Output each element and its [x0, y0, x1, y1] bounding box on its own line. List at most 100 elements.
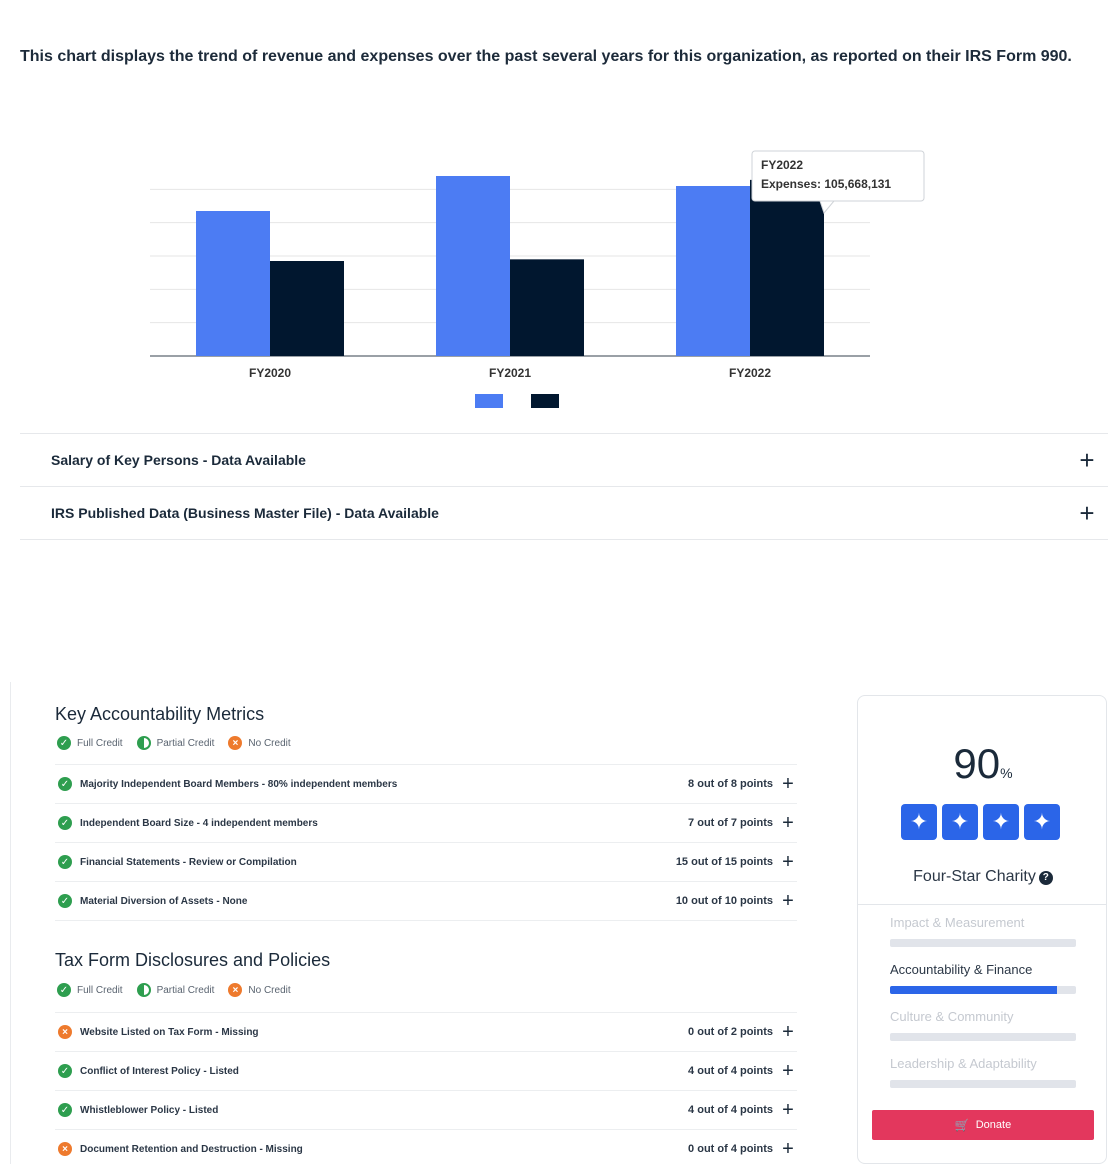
cross-icon: × [58, 1025, 72, 1039]
beacon-label: Leadership & Adaptability [890, 1056, 1037, 1071]
check-icon: ✓ [57, 983, 71, 997]
check-icon: ✓ [58, 1103, 72, 1117]
plus-icon[interactable]: + [782, 1138, 794, 1160]
metric-row[interactable]: ✓ Conflict of Interest Policy - Listed 4… [55, 1052, 797, 1091]
accordion-label: IRS Published Data (Business Master File… [51, 505, 439, 521]
legend-full-credit: ✓ Full Credit [57, 736, 123, 750]
accordion-salary-key-persons[interactable]: Salary of Key Persons - Data Available + [20, 434, 1108, 487]
metrics-panel: Key Accountability Metrics ✓ Full Credit … [10, 682, 842, 1164]
star-icon: ✦ [901, 804, 937, 840]
check-icon: ✓ [58, 777, 72, 791]
metric-row[interactable]: ✓ Independent Board Size - 4 independent… [55, 804, 797, 843]
beacon-progress-bar [890, 1080, 1076, 1088]
section-title: Key Accountability Metrics [55, 704, 265, 724]
beacon-leadership-adaptability[interactable]: Leadership & Adaptability [890, 1056, 1076, 1088]
metric-label: Document Retention and Destruction - Mis… [80, 1143, 303, 1155]
metric-points: 4 out of 4 points [688, 1104, 773, 1116]
bar-fy2020-series-2 [270, 261, 344, 356]
bar-fy2022-series-2 [750, 179, 824, 356]
metric-row[interactable]: × Document Retention and Destruction - M… [55, 1130, 797, 1164]
metric-points: 0 out of 2 points [688, 1026, 773, 1038]
beacon-label: Impact & Measurement [890, 915, 1025, 930]
plus-icon[interactable]: + [782, 1099, 794, 1121]
metric-points: 0 out of 4 points [688, 1143, 773, 1155]
bar-fy2021-series-2 [510, 259, 584, 356]
plus-icon[interactable]: + [782, 812, 794, 834]
metric-row[interactable]: × Website Listed on Tax Form - Missing 0… [55, 1013, 797, 1052]
legend-no-credit: × No Credit [228, 736, 291, 750]
chart-description: This chart displays the trend of revenue… [20, 48, 1072, 65]
beacon-progress-bar [890, 1033, 1076, 1041]
section-title: Tax Form Disclosures and Policies [55, 950, 331, 970]
legend-partial-credit: Partial Credit [136, 983, 214, 997]
cart-icon: 🛒 [954, 1118, 970, 1132]
metric-row[interactable]: ✓ Whistleblower Policy - Listed 4 out of… [55, 1091, 797, 1130]
bar-fy2020-series-1 [196, 211, 270, 356]
metric-label: Whistleblower Policy - Listed [80, 1104, 219, 1116]
revenue-expenses-chart: FY2020 FY2021 FY2022 FY2022 Expenses: 105,66… [150, 150, 925, 408]
accordion-label: Salary of Key Persons - Data Available [51, 452, 306, 468]
check-icon: ✓ [57, 736, 71, 750]
metric-label: Website Listed on Tax Form - Missing [80, 1026, 259, 1038]
x-tick-label: FY2022 [729, 366, 771, 380]
plus-icon[interactable]: + [782, 773, 794, 795]
legend-partial-credit: Partial Credit [136, 736, 214, 750]
accordion-irs-published-data[interactable]: IRS Published Data (Business Master File… [20, 487, 1108, 540]
metric-label: Majority Independent Board Members - 80%… [80, 778, 398, 790]
beacon-progress-bar [890, 939, 1076, 947]
plus-icon[interactable]: + [782, 851, 794, 873]
star-icon: ✦ [983, 804, 1019, 840]
check-icon: ✓ [58, 894, 72, 908]
legend-swatch [475, 394, 503, 408]
plus-icon[interactable]: + [782, 890, 794, 912]
tooltip-value: Expenses: 105,668,131 [761, 177, 891, 191]
star-rating: ✦ ✦ ✦ ✦ [901, 804, 1065, 840]
metric-points: 7 out of 7 points [688, 817, 773, 829]
metric-label: Independent Board Size - 4 independent m… [80, 817, 318, 829]
metric-row[interactable]: ✓ Financial Statements - Review or Compi… [55, 843, 797, 882]
beacon-impact-measurement[interactable]: Impact & Measurement [890, 915, 1076, 947]
plus-icon[interactable]: + [1079, 498, 1095, 528]
credit-legend: ✓ Full Credit Partial Credit × No Credit [57, 983, 305, 997]
beacon-culture-community[interactable]: Culture & Community [890, 1009, 1076, 1041]
x-tick-label: FY2020 [249, 366, 291, 380]
help-icon[interactable]: ? [1038, 870, 1053, 885]
rating-card: 90% ✦ ✦ ✦ ✦ Four-Star Charity? Impact & … [857, 695, 1107, 1164]
check-icon: ✓ [58, 1064, 72, 1078]
metric-points: 4 out of 4 points [688, 1065, 773, 1077]
partial-credit-icon [136, 736, 151, 750]
cross-icon: × [58, 1142, 72, 1156]
beacon-progress-bar [890, 986, 1076, 994]
metric-label: Material Diversion of Assets - None [80, 895, 248, 907]
metric-label: Conflict of Interest Policy - Listed [80, 1065, 239, 1077]
metric-row[interactable]: ✓ Material Diversion of Assets - None 10… [55, 882, 797, 921]
plus-icon[interactable]: + [782, 1060, 794, 1082]
plus-icon[interactable]: + [782, 1021, 794, 1043]
star-icon: ✦ [942, 804, 978, 840]
bar-fy2021-series-1 [436, 176, 510, 356]
legend-full-credit: ✓ Full Credit [57, 983, 123, 997]
metric-list: ✓ Majority Independent Board Members - 8… [55, 764, 797, 921]
bar-fy2022-series-1 [676, 186, 750, 356]
score-unit: % [1000, 765, 1013, 781]
legend-swatch [531, 394, 559, 408]
tooltip-title: FY2022 [761, 158, 803, 172]
donate-button[interactable]: 🛒 Donate [872, 1110, 1094, 1140]
cross-icon: × [228, 736, 243, 750]
divider [858, 904, 1106, 905]
beacon-label: Culture & Community [890, 1009, 1014, 1024]
partial-credit-icon [136, 983, 151, 997]
beacon-label: Accountability & Finance [890, 962, 1033, 977]
tooltip-box [751, 150, 925, 202]
cross-icon: × [228, 983, 243, 997]
credit-legend: ✓ Full Credit Partial Credit × No Credit [57, 736, 305, 750]
rating-label: Four-Star Charity? [858, 868, 1108, 886]
check-icon: ✓ [58, 816, 72, 830]
overall-score: 90% [858, 740, 1108, 788]
beacon-accountability-finance[interactable]: Accountability & Finance [890, 962, 1076, 994]
check-icon: ✓ [58, 855, 72, 869]
metric-row[interactable]: ✓ Majority Independent Board Members - 8… [55, 765, 797, 804]
metric-points: 10 out of 10 points [675, 895, 773, 907]
plus-icon[interactable]: + [1079, 445, 1095, 475]
accordion: Salary of Key Persons - Data Available +… [20, 433, 1108, 540]
